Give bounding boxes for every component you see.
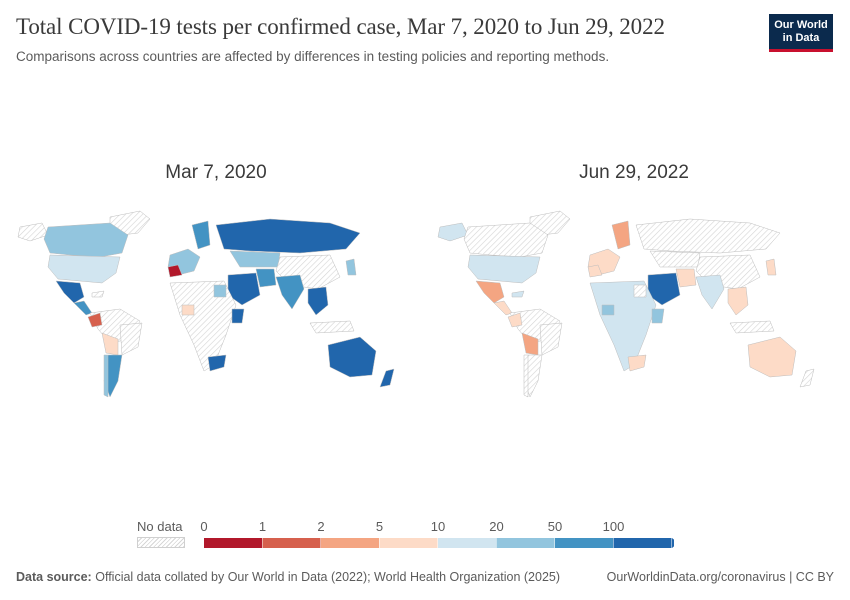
chart-title: Total COVID-19 tests per confirmed case,… — [16, 14, 665, 39]
region-colombia[interactable] — [507, 312, 523, 328]
footer: Data source: Official data collated by O… — [16, 570, 834, 584]
legend-tick-20: 20 — [489, 519, 504, 534]
region-russia[interactable] — [635, 218, 781, 254]
region-caribbean[interactable] — [511, 290, 525, 298]
region-east-africa[interactable] — [651, 308, 665, 324]
region-east-africa[interactable] — [231, 308, 245, 324]
region-japan[interactable] — [345, 258, 357, 276]
legend-tick-50: 50 — [547, 519, 563, 534]
region-nigeria[interactable] — [601, 304, 615, 316]
legend-tick-2: 2 — [317, 519, 325, 534]
legend-bin-2[interactable] — [321, 538, 379, 548]
region-india[interactable] — [275, 274, 305, 310]
legend-tick-5: 5 — [375, 519, 384, 534]
region-alaska[interactable] — [17, 222, 49, 242]
region-canada[interactable] — [463, 222, 549, 258]
region-new-zealand[interactable] — [379, 368, 395, 388]
region-egypt[interactable] — [213, 284, 227, 298]
region-usa[interactable] — [47, 254, 121, 284]
source-label: Data source: — [16, 570, 92, 584]
legend-bin-20[interactable] — [496, 538, 555, 548]
region-scandinavia[interactable] — [611, 220, 631, 250]
region-spain[interactable] — [587, 264, 603, 278]
legend-bin-10[interactable] — [438, 538, 496, 548]
region-iran[interactable] — [255, 268, 277, 288]
region-spain[interactable] — [167, 264, 183, 278]
source-url-link[interactable]: OurWorldinData.org/coronavirus | CC BY — [606, 570, 834, 584]
legend-bin-1[interactable] — [262, 538, 321, 548]
logo-line-2: in Data — [782, 32, 820, 44]
legend-no-data-swatch — [137, 537, 185, 548]
source-text: Official data collated by Our World in D… — [95, 570, 561, 584]
region-central-asia[interactable] — [649, 250, 701, 268]
region-egypt[interactable] — [633, 284, 647, 298]
region-scandinavia[interactable] — [191, 220, 211, 250]
region-brazil[interactable] — [539, 322, 563, 356]
region-canada[interactable] — [43, 222, 129, 258]
legend-bin-5[interactable] — [379, 538, 438, 548]
region-chile[interactable] — [523, 354, 529, 398]
legend-tick-10: 10 — [430, 519, 446, 534]
legend-tick-0: 0 — [200, 519, 208, 534]
region-mexico[interactable] — [55, 280, 85, 304]
region-new-zealand[interactable] — [799, 368, 815, 388]
region-japan[interactable] — [765, 258, 777, 276]
legend-tick-1: 1 — [258, 519, 267, 534]
region-south-africa[interactable] — [627, 354, 647, 372]
legend-bin-100[interactable] — [613, 538, 672, 548]
region-se-asia[interactable] — [307, 286, 329, 316]
region-indonesia[interactable] — [729, 320, 775, 334]
region-mexico[interactable] — [475, 280, 505, 304]
region-usa[interactable] — [467, 254, 541, 284]
region-india[interactable] — [695, 274, 725, 310]
region-iran[interactable] — [675, 268, 697, 288]
map-title-left: Mar 7, 2020 — [165, 162, 267, 183]
owid-logo[interactable]: Our World in Data — [769, 14, 833, 52]
chart-subtitle: Comparisons across countries are affecte… — [16, 49, 610, 64]
region-indonesia[interactable] — [309, 320, 355, 334]
world-map-jun-2022[interactable] — [430, 205, 825, 405]
map-title-right: Jun 29, 2022 — [579, 162, 689, 183]
region-chile[interactable] — [103, 354, 109, 398]
region-russia[interactable] — [215, 218, 361, 254]
region-se-asia[interactable] — [727, 286, 749, 316]
legend-no-data-label: No data — [137, 519, 183, 534]
map-legend: No data 0 1 2 5 10 20 50 100 — [0, 515, 850, 555]
region-central-asia[interactable] — [229, 250, 281, 268]
legend-color-bar — [204, 538, 674, 548]
region-brazil[interactable] — [119, 322, 143, 356]
world-map-mar-2020[interactable] — [10, 205, 405, 405]
legend-bin-50[interactable] — [555, 538, 613, 548]
region-nigeria[interactable] — [181, 304, 195, 316]
region-central-america[interactable] — [73, 300, 93, 316]
region-caribbean[interactable] — [91, 290, 105, 298]
region-colombia[interactable] — [87, 312, 103, 328]
legend-bin-0[interactable] — [204, 538, 262, 548]
region-south-africa[interactable] — [207, 354, 227, 372]
legend-overflow-arrow — [672, 538, 674, 548]
region-central-america[interactable] — [493, 300, 513, 316]
logo-line-1: Our World — [774, 19, 828, 31]
legend-tick-100: 100 — [602, 519, 625, 534]
region-alaska[interactable] — [437, 222, 469, 242]
region-australia[interactable] — [327, 336, 377, 378]
region-australia[interactable] — [747, 336, 797, 378]
